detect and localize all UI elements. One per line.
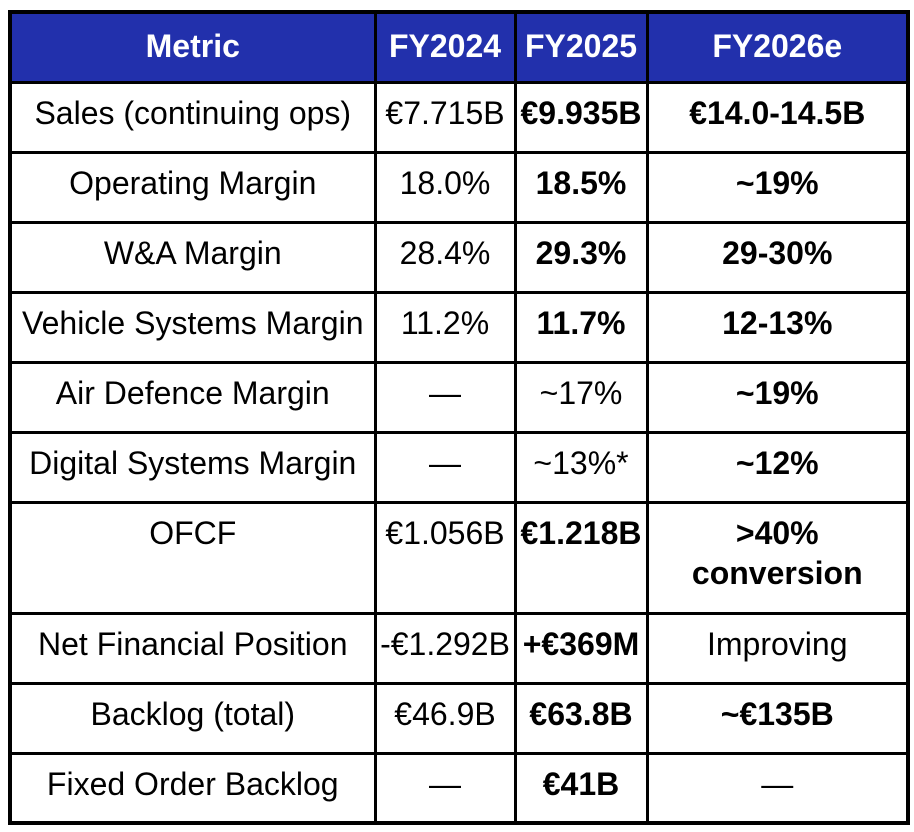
cell-fy2024: €7.715B [373,80,517,154]
cell-fy2026e: €14.0-14.5B [645,80,910,154]
cell-fy2026e: Improving [645,611,910,685]
cell-metric: Fixed Order Backlog [8,751,377,825]
cell-fy2024: 18.0% [373,150,517,224]
cell-fy2024: €46.9B [373,681,517,755]
table-row: Sales (continuing ops) €7.715B €9.935B €… [8,80,910,154]
cell-fy2025: €41B [513,751,649,825]
cell-fy2024: — [373,430,517,504]
cell-metric: Air Defence Margin [8,360,377,434]
cell-fy2026e: 29-30% [645,220,910,294]
table-row: OFCF €1.056B €1.218B >40% conversion [8,500,910,615]
table-row: W&A Margin 28.4% 29.3% 29-30% [8,220,910,294]
table-row: Fixed Order Backlog — €41B — [8,751,910,825]
cell-metric: Operating Margin [8,150,377,224]
column-header-fy2024: FY2024 [373,10,517,84]
cell-fy2025: 18.5% [513,150,649,224]
cell-metric: Sales (continuing ops) [8,80,377,154]
table-row: Operating Margin 18.0% 18.5% ~19% [8,150,910,224]
financial-metrics-table: Metric FY2024 FY2025 FY2026e Sales (cont… [8,10,910,825]
cell-fy2024: 11.2% [373,290,517,364]
cell-metric: Digital Systems Margin [8,430,377,504]
cell-fy2024: -€1.292B [373,611,517,685]
column-header-fy2025: FY2025 [513,10,649,84]
table-row: Air Defence Margin — ~17% ~19% [8,360,910,434]
cell-fy2026e: — [645,751,910,825]
column-header-metric: Metric [8,10,377,84]
cell-fy2025: ~13%* [513,430,649,504]
table-row: Vehicle Systems Margin 11.2% 11.7% 12-13… [8,290,910,364]
cell-fy2024: — [373,360,517,434]
cell-fy2026e: ~19% [645,360,910,434]
cell-fy2025: 11.7% [513,290,649,364]
cell-fy2024: €1.056B [373,500,517,615]
cell-fy2026e: ~12% [645,430,910,504]
cell-fy2025: €63.8B [513,681,649,755]
cell-metric: Backlog (total) [8,681,377,755]
cell-metric: Vehicle Systems Margin [8,290,377,364]
cell-metric: W&A Margin [8,220,377,294]
cell-fy2025: ~17% [513,360,649,434]
cell-fy2024: 28.4% [373,220,517,294]
cell-fy2026e: ~€135B [645,681,910,755]
table-row: Backlog (total) €46.9B €63.8B ~€135B [8,681,910,755]
cell-fy2026e: ~19% [645,150,910,224]
table-row: Digital Systems Margin — ~13%* ~12% [8,430,910,504]
column-header-fy2026e: FY2026e [645,10,910,84]
header-row: Metric FY2024 FY2025 FY2026e [8,10,910,84]
cell-fy2026e: >40% conversion [645,500,910,615]
cell-fy2025: +€369M [513,611,649,685]
cell-fy2025: 29.3% [513,220,649,294]
cell-fy2024: — [373,751,517,825]
table-row: Net Financial Position -€1.292B +€369M I… [8,611,910,685]
cell-fy2026e: 12-13% [645,290,910,364]
cell-metric: Net Financial Position [8,611,377,685]
cell-fy2025: €1.218B [513,500,649,615]
cell-metric: OFCF [8,500,377,615]
cell-fy2025: €9.935B [513,80,649,154]
